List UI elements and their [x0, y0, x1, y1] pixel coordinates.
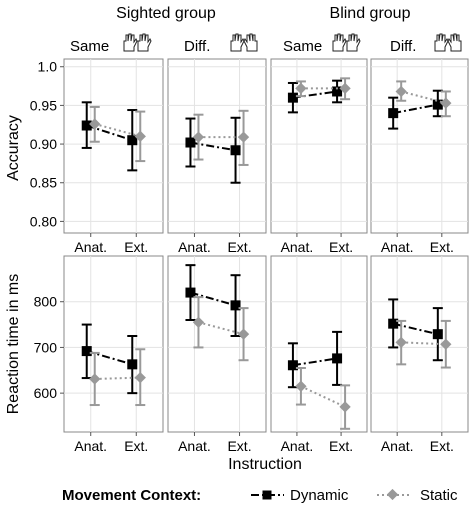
x-tick-label: Anat. — [178, 239, 211, 255]
y-tick-label: 0.80 — [30, 213, 57, 229]
data-point-dynamic — [388, 318, 399, 329]
x-tick-label: Anat. — [178, 438, 211, 454]
legend: Movement Context: Dynamic Static — [62, 487, 458, 504]
panel-rt-sighted-same: 600 700 800 Anat. Ext. — [34, 255, 164, 454]
panel-rt-blind-diff: Anat. Ext. — [370, 255, 469, 454]
x-tick-label: Anat. — [281, 438, 314, 454]
facet-label-sighted-diff: Diff. — [184, 38, 210, 55]
x-tick-label: Ext. — [430, 239, 454, 255]
data-point-static — [237, 131, 250, 143]
legend-dynamic-marker — [262, 490, 272, 500]
panel-frame — [167, 58, 267, 234]
data-point-static — [134, 130, 146, 142]
data-point-static — [295, 380, 307, 392]
data-point-dynamic — [185, 137, 196, 148]
panel-rt-blind-same: Anat. Ext. — [270, 255, 368, 454]
y-tick-label: 600 — [34, 385, 58, 401]
x-tick-label: Anat. — [381, 438, 414, 454]
data-point-dynamic — [230, 300, 241, 311]
x-tick-label: Anat. — [74, 239, 107, 255]
x-tick-label: Anat. — [281, 239, 314, 255]
panel-frame — [270, 255, 368, 433]
data-point-dynamic — [230, 145, 241, 156]
data-point-dynamic — [432, 329, 443, 340]
panel-accuracy-sighted-diff: Anat. Ext. — [167, 58, 267, 255]
data-point-dynamic — [432, 99, 443, 110]
panel-frame — [270, 58, 368, 234]
panel-rt-sighted-diff: Anat. Ext. — [167, 255, 267, 454]
x-tick-label: Ext. — [430, 438, 454, 454]
data-point-dynamic — [185, 287, 196, 298]
data-point-static — [192, 316, 205, 328]
series-line-dynamic — [292, 357, 338, 367]
y-tick-label: 0.95 — [30, 97, 57, 113]
panel-accuracy-blind-diff: Anat. Ext. — [370, 58, 469, 255]
legend-title: Movement Context: — [62, 487, 201, 504]
y-tick-label: 0.90 — [30, 136, 57, 152]
facet-label-blind-same: Same — [283, 38, 322, 55]
panel-frame — [370, 58, 469, 234]
data-point-static — [237, 328, 250, 340]
x-tick-label: Ext. — [329, 239, 353, 255]
panel-frame — [167, 255, 267, 433]
series-line-dynamic — [190, 291, 236, 307]
data-point-dynamic — [127, 359, 138, 370]
data-point-static — [339, 401, 351, 413]
y-tick-label: 0.85 — [30, 175, 57, 191]
data-point-static — [395, 336, 407, 349]
data-point-dynamic — [388, 108, 399, 119]
data-point-dynamic — [287, 360, 298, 371]
x-tick-label: Anat. — [74, 438, 107, 454]
hand-pair-icon-same-2 — [332, 33, 361, 52]
panel-accuracy-sighted-same: 0.80 0.85 0.90 0.95 1.0 Anat. Ext. — [30, 58, 164, 255]
series-line-dynamic — [393, 103, 438, 115]
panel-frame — [63, 58, 164, 234]
facet-label-sighted-same: Same — [70, 38, 109, 55]
x-tick-label: Ext. — [227, 239, 251, 255]
hand-pair-icon-same-1 — [123, 33, 152, 52]
series-line-static — [300, 385, 346, 408]
data-point-dynamic — [332, 86, 343, 97]
x-tick-label: Ext. — [329, 438, 353, 454]
y-axis-title-accuracy: Accuracy — [5, 115, 22, 181]
data-point-dynamic — [287, 92, 298, 103]
legend-static-marker — [386, 488, 399, 501]
x-tick-label: Anat. — [381, 239, 414, 255]
group-label-blind: Blind group — [330, 5, 411, 22]
panel-accuracy-blind-same: Anat. Ext. — [270, 58, 368, 255]
hand-pair-icon-diff-1 — [230, 33, 258, 52]
data-point-dynamic — [127, 135, 138, 146]
facet-label-blind-diff: Diff. — [390, 38, 416, 55]
data-point-dynamic — [81, 120, 92, 131]
group-label-sighted: Sighted group — [116, 5, 216, 22]
legend-label-dynamic: Dynamic — [290, 487, 349, 504]
panel-frame — [63, 255, 164, 433]
y-tick-label: 1.0 — [38, 59, 58, 75]
x-tick-label: Ext. — [124, 239, 148, 255]
x-tick-label: Ext. — [124, 438, 148, 454]
panel-frame — [370, 255, 469, 433]
legend-label-static: Static — [420, 487, 458, 504]
data-point-dynamic — [81, 346, 92, 357]
data-point-static — [192, 131, 205, 143]
data-point-static — [134, 371, 146, 384]
data-point-dynamic — [332, 353, 343, 364]
y-axis-title-reaction-time: Reaction time in ms — [5, 274, 22, 415]
hand-pair-icon-diff-2 — [434, 33, 462, 52]
x-tick-label: Ext. — [227, 438, 251, 454]
data-point-static — [440, 338, 452, 350]
y-tick-label: 800 — [34, 294, 58, 310]
y-tick-label: 700 — [34, 339, 58, 355]
x-axis-title: Instruction — [228, 456, 302, 473]
